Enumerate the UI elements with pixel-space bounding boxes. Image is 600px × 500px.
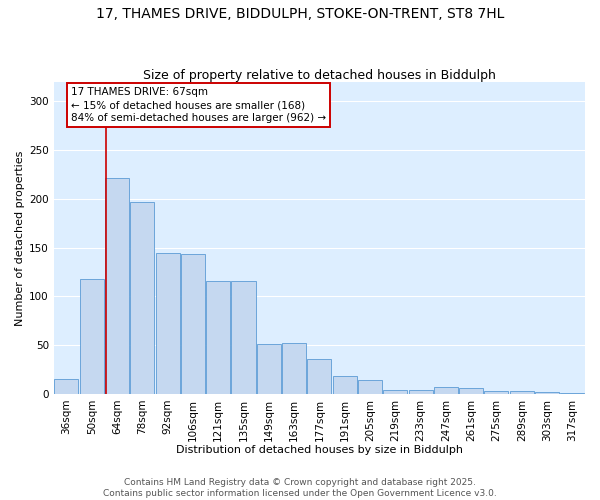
Bar bbox=[232, 281, 256, 394]
Bar bbox=[181, 254, 205, 394]
Bar bbox=[560, 393, 584, 394]
Bar bbox=[409, 390, 433, 394]
X-axis label: Distribution of detached houses by size in Biddulph: Distribution of detached houses by size … bbox=[176, 445, 463, 455]
Bar bbox=[510, 391, 534, 394]
Bar bbox=[282, 343, 306, 394]
Bar bbox=[459, 388, 483, 394]
Text: 17, THAMES DRIVE, BIDDULPH, STOKE-ON-TRENT, ST8 7HL: 17, THAMES DRIVE, BIDDULPH, STOKE-ON-TRE… bbox=[96, 8, 504, 22]
Bar bbox=[55, 379, 79, 394]
Text: Contains HM Land Registry data © Crown copyright and database right 2025.
Contai: Contains HM Land Registry data © Crown c… bbox=[103, 478, 497, 498]
Bar bbox=[332, 376, 357, 394]
Title: Size of property relative to detached houses in Biddulph: Size of property relative to detached ho… bbox=[143, 69, 496, 82]
Bar bbox=[257, 344, 281, 394]
Bar bbox=[206, 281, 230, 394]
Bar bbox=[307, 359, 331, 394]
Bar bbox=[484, 391, 508, 394]
Y-axis label: Number of detached properties: Number of detached properties bbox=[15, 150, 25, 326]
Bar bbox=[383, 390, 407, 394]
Bar bbox=[358, 380, 382, 394]
Bar bbox=[535, 392, 559, 394]
Bar bbox=[130, 202, 154, 394]
Bar bbox=[80, 279, 104, 394]
Bar bbox=[434, 387, 458, 394]
Bar bbox=[155, 252, 179, 394]
Text: 17 THAMES DRIVE: 67sqm
← 15% of detached houses are smaller (168)
84% of semi-de: 17 THAMES DRIVE: 67sqm ← 15% of detached… bbox=[71, 87, 326, 124]
Bar bbox=[105, 178, 129, 394]
